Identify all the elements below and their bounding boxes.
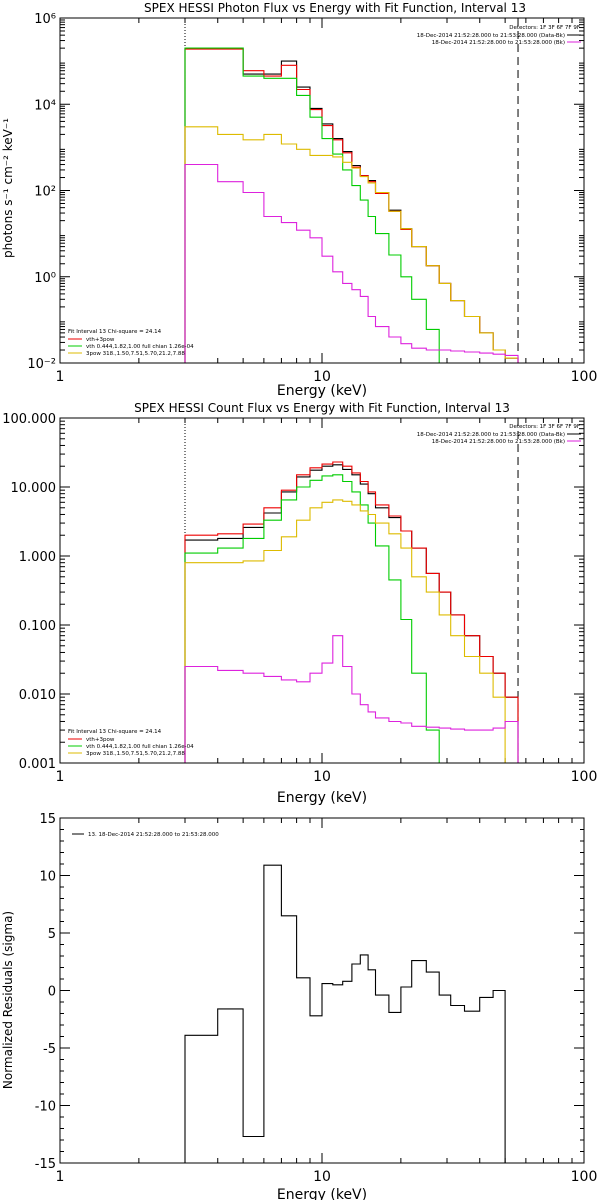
- series-vth-line: [184, 47, 518, 364]
- panel-title: SPEX HESSI Count Flux vs Energy with Fit…: [134, 401, 510, 415]
- axis-ticks: 1 10 100 0.001 0.010 0.100 1.000 10.000 100.000: [2, 412, 597, 785]
- y-tick-label: 10²: [34, 185, 56, 200]
- y-tick-label: 0.001: [19, 757, 56, 772]
- legend-bottom-item: vth+3pow: [86, 737, 115, 743]
- plot-area: [184, 47, 519, 364]
- series-bk-line: [184, 635, 526, 764]
- x-tick-label: 1: [56, 369, 65, 385]
- series-3pow-line: [184, 499, 526, 764]
- y-tick-label: 10.000: [11, 481, 57, 496]
- y-tick-label: 0.010: [19, 688, 56, 703]
- plot-frame: [59, 17, 585, 364]
- legend-top-item: 18-Dec-2014 21:52:28.000 to 21:53:28.000…: [417, 33, 565, 39]
- legend-top-item: 18-Dec-2014 21:52:28.000 to 21:53:28.000…: [432, 40, 565, 46]
- legend-top-header: Detectors: 1F 3F 6F 7F 9F: [509, 25, 580, 31]
- legend-top: 13. 18-Dec-2014 21:52:28.000 to 21:53:28…: [72, 832, 219, 838]
- x-axis-label: Energy (keV): [277, 383, 367, 399]
- x-axis-label: Energy (keV): [277, 790, 367, 806]
- series-bk-line: [184, 163, 519, 363]
- series-vth-line: [184, 474, 526, 764]
- panel-count-flux: SPEX HESSI Count Flux vs Energy with Fit…: [2, 401, 597, 806]
- y-tick-label: 10⁰: [34, 271, 56, 286]
- y-tick-label: -10: [35, 1100, 56, 1115]
- x-tick-label: 100: [571, 369, 598, 385]
- legend-top: Detectors: 1F 3F 6F 7F 9F 18-Dec-2014 21…: [417, 424, 581, 445]
- y-tick-label: 5: [48, 927, 56, 942]
- x-tick-label: 1: [56, 769, 65, 785]
- y-tick-label: 0: [48, 985, 56, 1000]
- legend-top-item: 18-Dec-2014 21:52:28.000 to 21:53:28.000…: [432, 439, 565, 445]
- x-tick-label: 1: [56, 1169, 65, 1185]
- legend-top-header: Detectors: 1F 3F 6F 7F 9F: [509, 424, 580, 430]
- series-vth-3pow-line: [184, 461, 526, 764]
- y-tick-label: 10⁴: [34, 98, 56, 113]
- legend-top: Detectors: 1F 3F 6F 7F 9F 18-Dec-2014 21…: [417, 25, 581, 46]
- series-3pow-line: [184, 126, 519, 363]
- x-tick-label: 100: [571, 1169, 598, 1185]
- y-tick-label: -15: [35, 1157, 56, 1172]
- x-axis-label: Energy (keV): [277, 1187, 367, 1200]
- x-tick-label: 10: [313, 1169, 331, 1185]
- legend-bottom: Fit Interval 13 Chi-square = 24.14 vth+3…: [68, 329, 194, 357]
- series-13-line: [184, 864, 518, 1164]
- legend-bottom: Fit Interval 13 Chi-square = 24.14 vth+3…: [68, 729, 194, 757]
- series-vth-3pow-line: [184, 48, 519, 363]
- reference-lines: [184, 18, 519, 363]
- y-tick-label: 10: [39, 870, 56, 885]
- plot-area: [184, 461, 526, 764]
- y-axis-label: photons s⁻¹ cm⁻² keV⁻¹: [1, 118, 15, 258]
- y-tick-label: 15: [39, 812, 56, 827]
- series-data-bk-line: [184, 47, 519, 363]
- legend-top-item: 18-Dec-2014 21:52:28.000 to 21:53:28.000…: [417, 432, 565, 438]
- plot-area: [184, 864, 518, 1164]
- y-tick-label: 0.100: [19, 619, 56, 634]
- legend-bottom-item: vth 0.444,1.82,1.00 full chian 1.26e-04: [86, 344, 194, 350]
- plot-frame: [59, 817, 585, 1164]
- panel-photon-flux: SPEX HESSI Photon Flux vs Energy with Fi…: [1, 1, 597, 399]
- x-tick-label: 10: [313, 769, 331, 785]
- legend-bottom-item: vth 0.444,1.82,1.00 full chian 1.26e-04: [86, 744, 194, 750]
- legend-bottom-header: Fit Interval 13 Chi-square = 24.14: [68, 329, 162, 335]
- legend-bottom-item: 3pow 318.,1.50,7.51,5.70,21.2,7.88: [86, 351, 185, 357]
- y-tick-label: 10⁶: [34, 12, 56, 27]
- panel-residuals: Normalized Residuals (sigma) Energy (keV…: [1, 812, 597, 1200]
- plot-frame: [59, 417, 585, 764]
- x-tick-label: 100: [571, 769, 598, 785]
- y-tick-label: 100.000: [2, 412, 56, 427]
- x-tick-label: 10: [313, 369, 331, 385]
- panel-title: SPEX HESSI Photon Flux vs Energy with Fi…: [144, 1, 526, 15]
- legend-bottom-header: Fit Interval 13 Chi-square = 24.14: [68, 729, 162, 735]
- y-tick-label: 1.000: [19, 550, 56, 565]
- series-data-bk-line: [184, 464, 526, 764]
- axis-ticks: 1 10 100 -15 -10 -5 0 5 10 15: [35, 812, 598, 1185]
- y-tick-label: 10⁻²: [27, 357, 56, 372]
- y-tick-label: -5: [43, 1042, 56, 1057]
- y-axis-label: Normalized Residuals (sigma): [1, 911, 15, 1089]
- legend-bottom-item: vth+3pow: [86, 337, 115, 343]
- legend-bottom-item: 3pow 318.,1.50,7.51,5.70,21.2,7.88: [86, 751, 185, 757]
- axis-ticks: 1 10 100 10⁻² 10⁰ 10² 10⁴ 10⁶: [27, 12, 597, 385]
- legend-top-item: 13. 18-Dec-2014 21:52:28.000 to 21:53:28…: [88, 832, 219, 838]
